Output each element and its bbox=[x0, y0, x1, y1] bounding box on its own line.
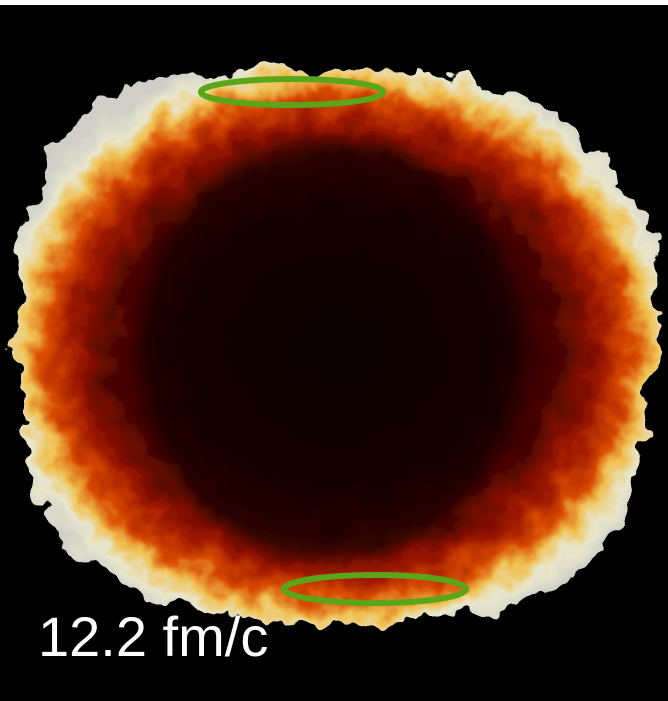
time-label: 12.2 fm/c bbox=[38, 605, 268, 668]
dark-core bbox=[140, 140, 520, 560]
top-border bbox=[0, 0, 668, 5]
ring-top bbox=[198, 76, 386, 108]
ring-bottom bbox=[281, 572, 469, 606]
